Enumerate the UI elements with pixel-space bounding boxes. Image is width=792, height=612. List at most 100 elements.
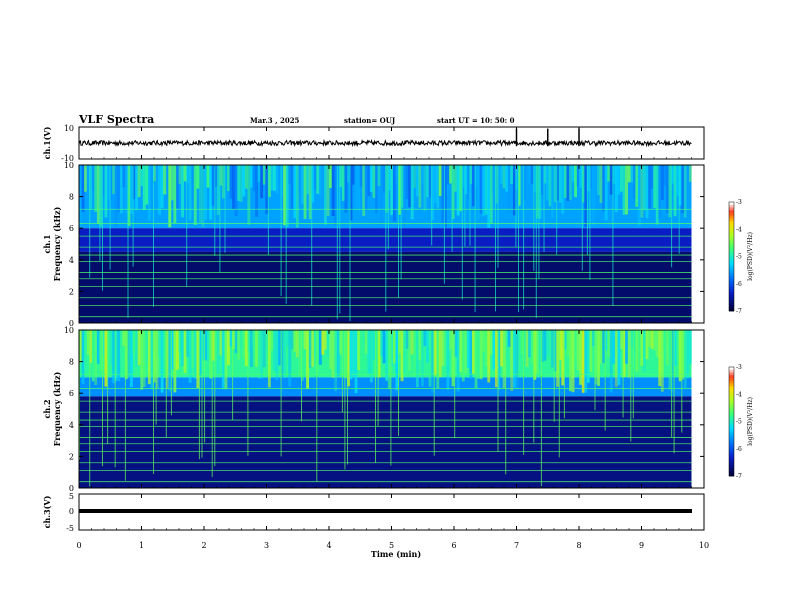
spectrogram-streak [678, 330, 682, 382]
colorbar-step [729, 372, 734, 376]
colorbar-step [729, 451, 734, 455]
spectrogram-streak [418, 165, 422, 208]
spectrogram-streak [160, 165, 164, 208]
spectrogram-streak [415, 165, 419, 197]
spectrogram-streak [423, 330, 427, 347]
colorbar-step [729, 432, 734, 436]
spectrogram-streak [449, 165, 452, 184]
spectrogram-streak [380, 330, 383, 357]
spectrogram-streak [387, 165, 391, 191]
spectrogram-streak [347, 165, 350, 183]
colorbar-step [729, 251, 734, 255]
spectrogram-streak [666, 165, 669, 213]
colorbar-step [729, 402, 734, 406]
spectrogram-streak [479, 330, 483, 380]
colorbar-step [729, 207, 734, 211]
spectrogram-streak [109, 165, 113, 202]
spectrogram-impulse [431, 165, 433, 246]
spectrogram-streak [153, 330, 156, 383]
spectrogram-streak [589, 165, 593, 189]
spectrogram-streak [620, 165, 623, 192]
spectrogram-streak [89, 330, 93, 363]
spectrogram-streak [109, 330, 113, 365]
spectrogram-impulse [497, 165, 499, 268]
spectrogram-streak [655, 330, 659, 357]
spectrogram-impulse [558, 330, 560, 458]
spectrogram-streak [158, 165, 161, 215]
spectrogram-streak [390, 165, 394, 215]
xtick-label: 10 [699, 541, 709, 550]
spectrogram-streak [298, 165, 302, 194]
spectrogram-streak [163, 330, 167, 378]
spectrogram-streak [602, 165, 606, 212]
spectrogram-streak [671, 330, 674, 393]
spectrogram-streak [403, 330, 406, 374]
spectrogram-streak [579, 165, 583, 188]
spectrogram-streak [497, 330, 501, 390]
colorbar-step [729, 275, 734, 279]
colorbar-step [729, 221, 734, 225]
spectrogram-streak [124, 330, 128, 380]
spectrogram-streak [622, 165, 626, 215]
spectrogram-streak [594, 165, 598, 191]
spectrogram-streak [408, 165, 412, 208]
spectrogram-streak [637, 165, 641, 226]
spectrogram-streak [653, 165, 657, 208]
spectrogram-streak [295, 330, 299, 358]
spectrogram-streak [581, 165, 585, 203]
spectrogram-impulse [219, 165, 221, 272]
spectrogram-impulse [533, 330, 535, 443]
spectrogram-streak [548, 330, 552, 359]
spectrogram-streak [262, 165, 266, 185]
spectrogram-impulse [630, 330, 632, 442]
spectrogram-streak [183, 165, 187, 182]
spectrogram-streak [441, 330, 445, 367]
spectrogram-streak [681, 330, 685, 380]
spectrogram-streak [247, 330, 251, 352]
spectrogram-impulse [673, 330, 675, 454]
spectrogram-streak [469, 330, 473, 379]
spectrogram-ytick-label: 10 [64, 326, 74, 335]
spectrogram-streak [614, 330, 618, 387]
spectrogram-ytick-label: 10 [64, 161, 74, 170]
spectrogram-streak [209, 165, 213, 220]
spectrogram-streak [153, 165, 156, 182]
spectrogram-streak [523, 165, 526, 200]
spectrogram-streak [295, 165, 299, 228]
spectrogram-streak [418, 330, 422, 361]
spectrogram-impulse [556, 165, 558, 255]
colorbar-tick-label: -7 [736, 308, 742, 315]
spectrogram-streak [160, 330, 164, 393]
spectrogram-streak [186, 330, 190, 357]
spectrogram-streak [632, 165, 636, 199]
spectrogram-streak [395, 330, 399, 391]
colorbar-tick-label: -7 [736, 473, 742, 480]
spectrogram-impulse [451, 165, 453, 252]
spectrogram-streak [395, 165, 399, 184]
spectrogram-streak [311, 330, 315, 367]
spectrogram-streak [273, 330, 276, 372]
spectrogram-band [79, 251, 692, 323]
spectrogram-ytick-label: 6 [69, 389, 74, 398]
spectrogram-streak [91, 165, 95, 191]
spectrogram-streak [576, 165, 580, 187]
spectrogram-streak [492, 165, 496, 195]
spectrogram-streak [242, 165, 246, 197]
spectrogram-impulse [107, 330, 109, 445]
colorbar-step [729, 470, 734, 474]
spectrogram-streak [198, 165, 202, 223]
time-axis-ticks: 0 1 2 3 4 5 6 7 8 9 10 [76, 127, 709, 550]
spectrogram-streak [165, 165, 169, 189]
spectrogram-impulse [89, 165, 91, 278]
spectrogram-streak [89, 165, 93, 210]
spectrogram-streak [140, 165, 144, 186]
spectrogram-streak [170, 165, 174, 201]
colorbar-label: log(PSD)(V²/Hz) [747, 397, 754, 446]
colorbar-step [729, 418, 734, 422]
spectrogram-streak [369, 165, 373, 192]
spectrogram-streak [676, 165, 680, 197]
xtick-label: 0 [76, 541, 81, 550]
spectrogram-streak [543, 330, 547, 361]
spectrogram-streak [421, 165, 424, 184]
ch1-colorbar: -3 -4 -5 -6 -7 log(PSD)(V²/Hz) [728, 199, 754, 315]
